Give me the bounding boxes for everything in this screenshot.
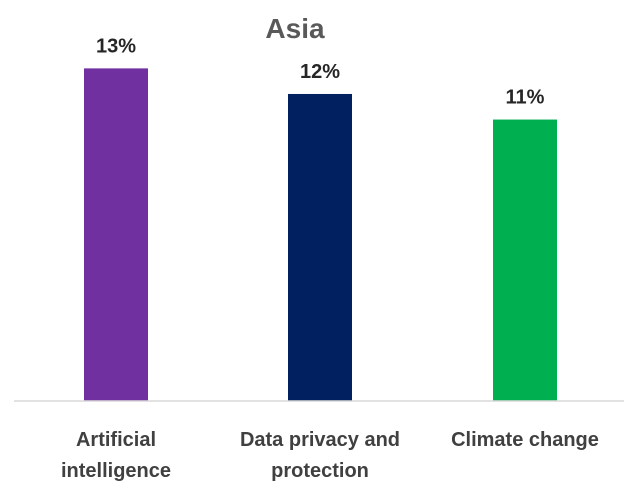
data-label-data-privacy-and-protection: 12% xyxy=(300,61,340,83)
category-label-data-privacy-and-protection: Data privacy and protection xyxy=(240,429,400,482)
category-label-line: Climate change xyxy=(451,429,599,451)
category-label-line: protection xyxy=(271,460,369,482)
category-labels: Artificial intelligence Data privacy and pr… xyxy=(61,429,599,482)
category-label-line: Artificial xyxy=(76,429,156,451)
bar-climate-change xyxy=(493,119,557,401)
category-label-climate-change: Climate change xyxy=(451,429,599,451)
data-label-artificial-intelligence: 13% xyxy=(96,35,136,57)
category-label-artificial-intelligence: Artificial intelligence xyxy=(61,429,171,482)
bar-data-privacy-and-protection xyxy=(288,93,352,401)
category-label-line: Data privacy and xyxy=(240,429,400,451)
category-label-line: intelligence xyxy=(61,460,171,482)
data-label-climate-change: 11% xyxy=(506,87,545,109)
bar-artificial-intelligence xyxy=(84,68,148,402)
plot-area: 13% 12% 11% xyxy=(84,35,557,402)
chart-title: Asia xyxy=(265,13,325,44)
